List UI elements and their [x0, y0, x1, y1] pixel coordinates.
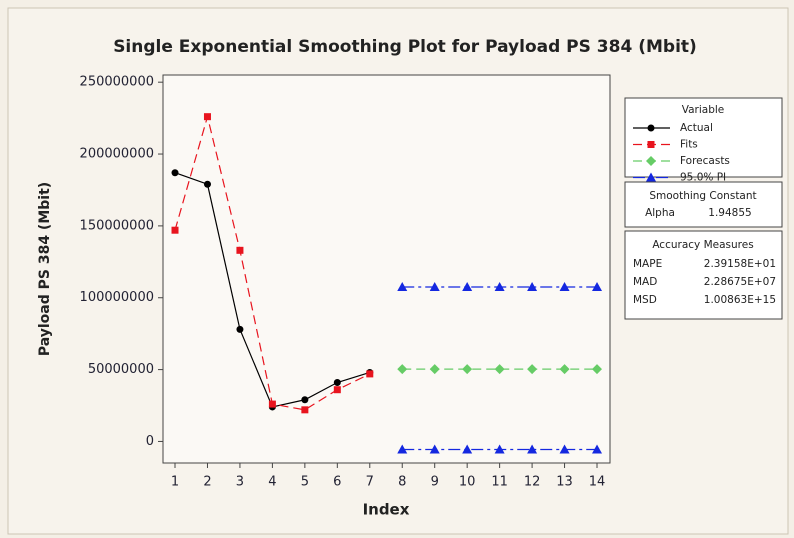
marker [334, 386, 341, 393]
x-tick-label: 12 [524, 475, 541, 490]
y-tick-label: 50000000 [88, 362, 154, 377]
marker [236, 326, 243, 333]
measure-value: 1.00863E+15 [704, 294, 776, 306]
y-tick-label: 0 [146, 434, 154, 449]
x-tick-label: 6 [333, 475, 341, 490]
y-tick-label: 250000000 [80, 75, 154, 90]
measure-value: 2.28675E+07 [704, 276, 776, 288]
smoothing-box [625, 182, 782, 227]
alpha-label: Alpha [645, 207, 675, 219]
x-tick-label: 9 [431, 475, 439, 490]
marker [172, 169, 179, 176]
marker [172, 227, 179, 234]
measure-name: MSD [633, 294, 657, 306]
plot-area [163, 75, 610, 463]
marker [204, 181, 211, 188]
accuracy-title: Accuracy Measures [652, 239, 753, 251]
x-tick-label: 4 [268, 475, 276, 490]
x-tick-label: 3 [236, 475, 244, 490]
legend-label: Actual [680, 122, 713, 134]
x-tick-label: 5 [301, 475, 309, 490]
x-tick-label: 14 [589, 475, 606, 490]
chart-title: Single Exponential Smoothing Plot for Pa… [113, 37, 697, 57]
marker [334, 379, 341, 386]
chart: Single Exponential Smoothing Plot for Pa… [0, 0, 794, 538]
x-tick-label: 2 [203, 475, 211, 490]
marker [269, 401, 276, 408]
x-tick-label: 7 [366, 475, 374, 490]
x-tick-label: 13 [556, 475, 573, 490]
marker [236, 247, 243, 254]
page: Single Exponential Smoothing Plot for Pa… [0, 0, 794, 538]
measure-value: 2.39158E+01 [704, 258, 776, 270]
y-axis-label: Payload PS 384 (Mbit) [37, 182, 53, 356]
x-axis-label: Index [363, 501, 410, 519]
legend-marker [648, 125, 655, 132]
marker [204, 113, 211, 120]
measure-name: MAPE [633, 258, 662, 270]
y-tick-label: 100000000 [80, 290, 154, 305]
marker [301, 396, 308, 403]
x-tick-label: 8 [398, 475, 406, 490]
y-tick-label: 200000000 [80, 147, 154, 162]
legend-marker [648, 141, 655, 148]
x-tick-label: 1 [171, 475, 179, 490]
legend-label: Fits [680, 139, 698, 151]
smoothing-title: Smoothing Constant [649, 190, 756, 202]
measure-name: MAD [633, 276, 657, 288]
y-tick-label: 150000000 [80, 218, 154, 233]
marker [301, 406, 308, 413]
x-tick-label: 11 [491, 475, 508, 490]
legend-label: 95.0% PI [680, 172, 726, 184]
marker [366, 370, 373, 377]
legend-title: Variable [682, 104, 725, 116]
legend-label: Forecasts [680, 155, 730, 167]
x-tick-label: 10 [459, 475, 476, 490]
alpha-value: 1.94855 [708, 207, 751, 219]
